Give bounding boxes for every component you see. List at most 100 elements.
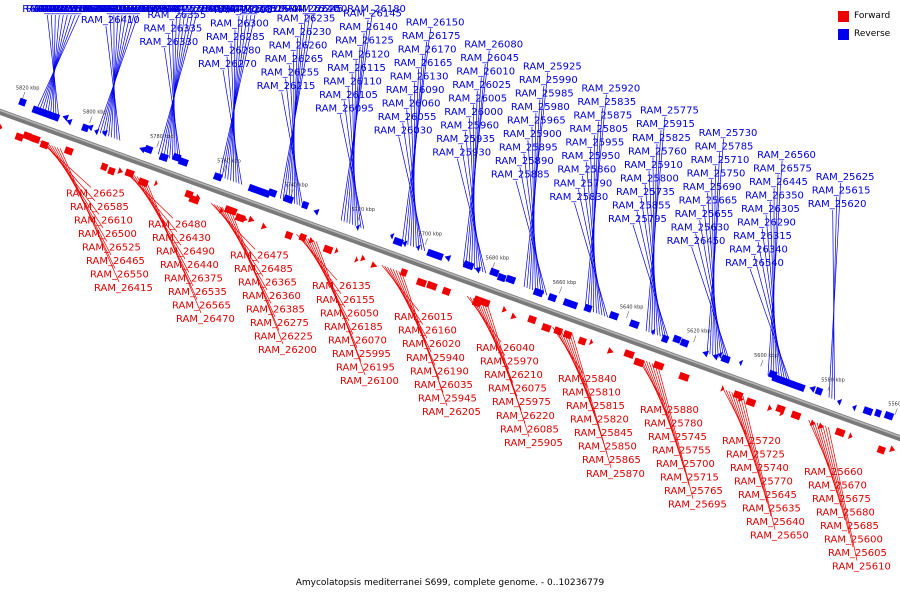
leader-line xyxy=(164,47,182,163)
leader-line xyxy=(590,121,599,312)
reverse-gene-label: RAM_26495 xyxy=(105,4,164,15)
forward-gene-label: RAM_26100 xyxy=(340,376,399,387)
reverse-gene-label: RAM_25615 xyxy=(812,186,871,197)
leader-line xyxy=(108,14,123,137)
forward-gene-label: RAM_26485 xyxy=(234,264,293,275)
reverse-gene-label: RAM_26045 xyxy=(460,53,519,64)
forward-gene-feature xyxy=(541,323,552,333)
leader-line xyxy=(218,14,256,177)
reverse-gene-label: RAM_25830 xyxy=(549,192,608,203)
legend-reverse-label: Reverse xyxy=(854,29,891,39)
reverse-gene-label: RAM_26175 xyxy=(402,31,461,42)
leader-line xyxy=(50,14,57,118)
leader-line xyxy=(648,170,658,336)
reverse-gene-label: RAM_26115 xyxy=(327,63,386,74)
backbone-line xyxy=(0,108,900,442)
leader-line xyxy=(279,14,314,199)
forward-gene-feature xyxy=(553,326,564,336)
leader-line xyxy=(464,131,481,272)
forward-gene-feature xyxy=(29,134,41,144)
forward-gene-label: RAM_25880 xyxy=(640,405,699,416)
forward-gene-feature xyxy=(441,286,452,296)
axis-tick-mark xyxy=(827,384,831,391)
reverse-gene-feature xyxy=(672,334,682,344)
forward-gene-feature xyxy=(260,222,267,230)
reverse-gene-feature xyxy=(874,408,882,418)
reverse-gene-feature xyxy=(444,255,452,262)
leader-line xyxy=(632,224,669,340)
leader-line xyxy=(703,206,722,359)
reverse-gene-label: RAM_26650 xyxy=(42,4,101,15)
reverse-gene-label: RAM_26435 xyxy=(93,4,152,15)
leader-line xyxy=(468,77,482,267)
forward-gene-feature xyxy=(527,314,537,325)
axis-tick-label: 5760 kbp xyxy=(217,158,241,164)
forward-gene-label: RAM_26365 xyxy=(238,277,297,288)
forward-gene-label: RAM_26550 xyxy=(90,270,149,281)
leader-line xyxy=(644,184,661,337)
reverse-gene-feature xyxy=(852,404,857,412)
reverse-gene-feature xyxy=(158,152,169,162)
forward-gene-label: RAM_25840 xyxy=(558,374,617,385)
leader-line xyxy=(285,78,301,206)
forward-gene-feature xyxy=(775,404,786,414)
reverse-gene-label: RAM_26390 xyxy=(159,4,218,15)
leader-line xyxy=(757,242,786,382)
reverse-gene-label: RAM_26245 xyxy=(285,4,344,15)
leader-line xyxy=(813,421,838,494)
forward-gene-feature xyxy=(284,230,294,240)
forward-gene-label: RAM_26040 xyxy=(476,343,535,354)
reverse-gene-label: RAM_26305 xyxy=(741,204,800,215)
reverse-gene-feature xyxy=(628,319,640,329)
forward-gene-feature xyxy=(588,338,594,346)
forward-gene-label: RAM_25695 xyxy=(668,500,727,511)
reverse-gene-label: RAM_25915 xyxy=(636,119,695,130)
forward-gene-label: RAM_26075 xyxy=(488,384,547,395)
reverse-gene-label: RAM_26705 xyxy=(54,4,113,15)
axis-tick-label: 5800 kbp xyxy=(83,110,107,116)
reverse-gene-label: RAM_26420 xyxy=(85,4,144,15)
reverse-gene-label: RAM_26505 xyxy=(109,4,168,15)
leader-line xyxy=(456,158,487,274)
leader-line xyxy=(636,211,667,339)
leader-line xyxy=(230,210,284,345)
leader-line xyxy=(739,395,772,517)
reverse-gene-feature xyxy=(301,200,310,210)
leader-line xyxy=(142,178,198,300)
leader-line xyxy=(222,70,243,185)
forward-gene-label: RAM_26360 xyxy=(242,291,301,302)
axis-tick-label: 5820 kbp xyxy=(16,85,40,91)
leader-line xyxy=(828,182,842,398)
leader-line xyxy=(468,117,478,271)
forward-gene-feature xyxy=(737,395,744,402)
axis-tick-label: 5600 kbp xyxy=(754,353,778,359)
leader-line xyxy=(59,148,120,283)
forward-gene-label: RAM_26565 xyxy=(172,301,231,312)
leader-line xyxy=(169,14,181,159)
reverse-gene-feature xyxy=(101,130,108,137)
leader-line xyxy=(224,208,276,318)
legend-reverse: Reverse xyxy=(838,26,898,42)
reverse-gene-label: RAM_26165 xyxy=(394,58,453,69)
genome-caption: Amycolatopsis mediterranei S699, complet… xyxy=(295,578,605,588)
reverse-gene-feature xyxy=(814,386,824,396)
reverse-gene-feature xyxy=(139,146,146,154)
forward-gene-label: RAM_25780 xyxy=(644,419,703,430)
leader-line xyxy=(128,173,178,233)
reverse-gene-label: RAM_25920 xyxy=(581,84,640,95)
reverse-gene-label: RAM_25825 xyxy=(632,133,691,144)
forward-gene-label: RAM_26465 xyxy=(86,256,145,267)
axis-tick-mark xyxy=(290,189,294,197)
leader-line xyxy=(313,240,362,362)
leader-line xyxy=(157,14,197,155)
reverse-gene-feature xyxy=(720,354,731,364)
reverse-gene-feature xyxy=(718,351,723,359)
forward-gene-feature xyxy=(415,277,428,288)
axis-tick-mark xyxy=(223,165,227,172)
reverse-gene-label: RAM_26295 xyxy=(214,5,273,16)
forward-gene-label: RAM_25850 xyxy=(578,442,637,453)
leader-line xyxy=(749,268,791,384)
reverse-gene-label: RAM_26145 xyxy=(343,9,402,20)
leader-line xyxy=(102,14,131,135)
